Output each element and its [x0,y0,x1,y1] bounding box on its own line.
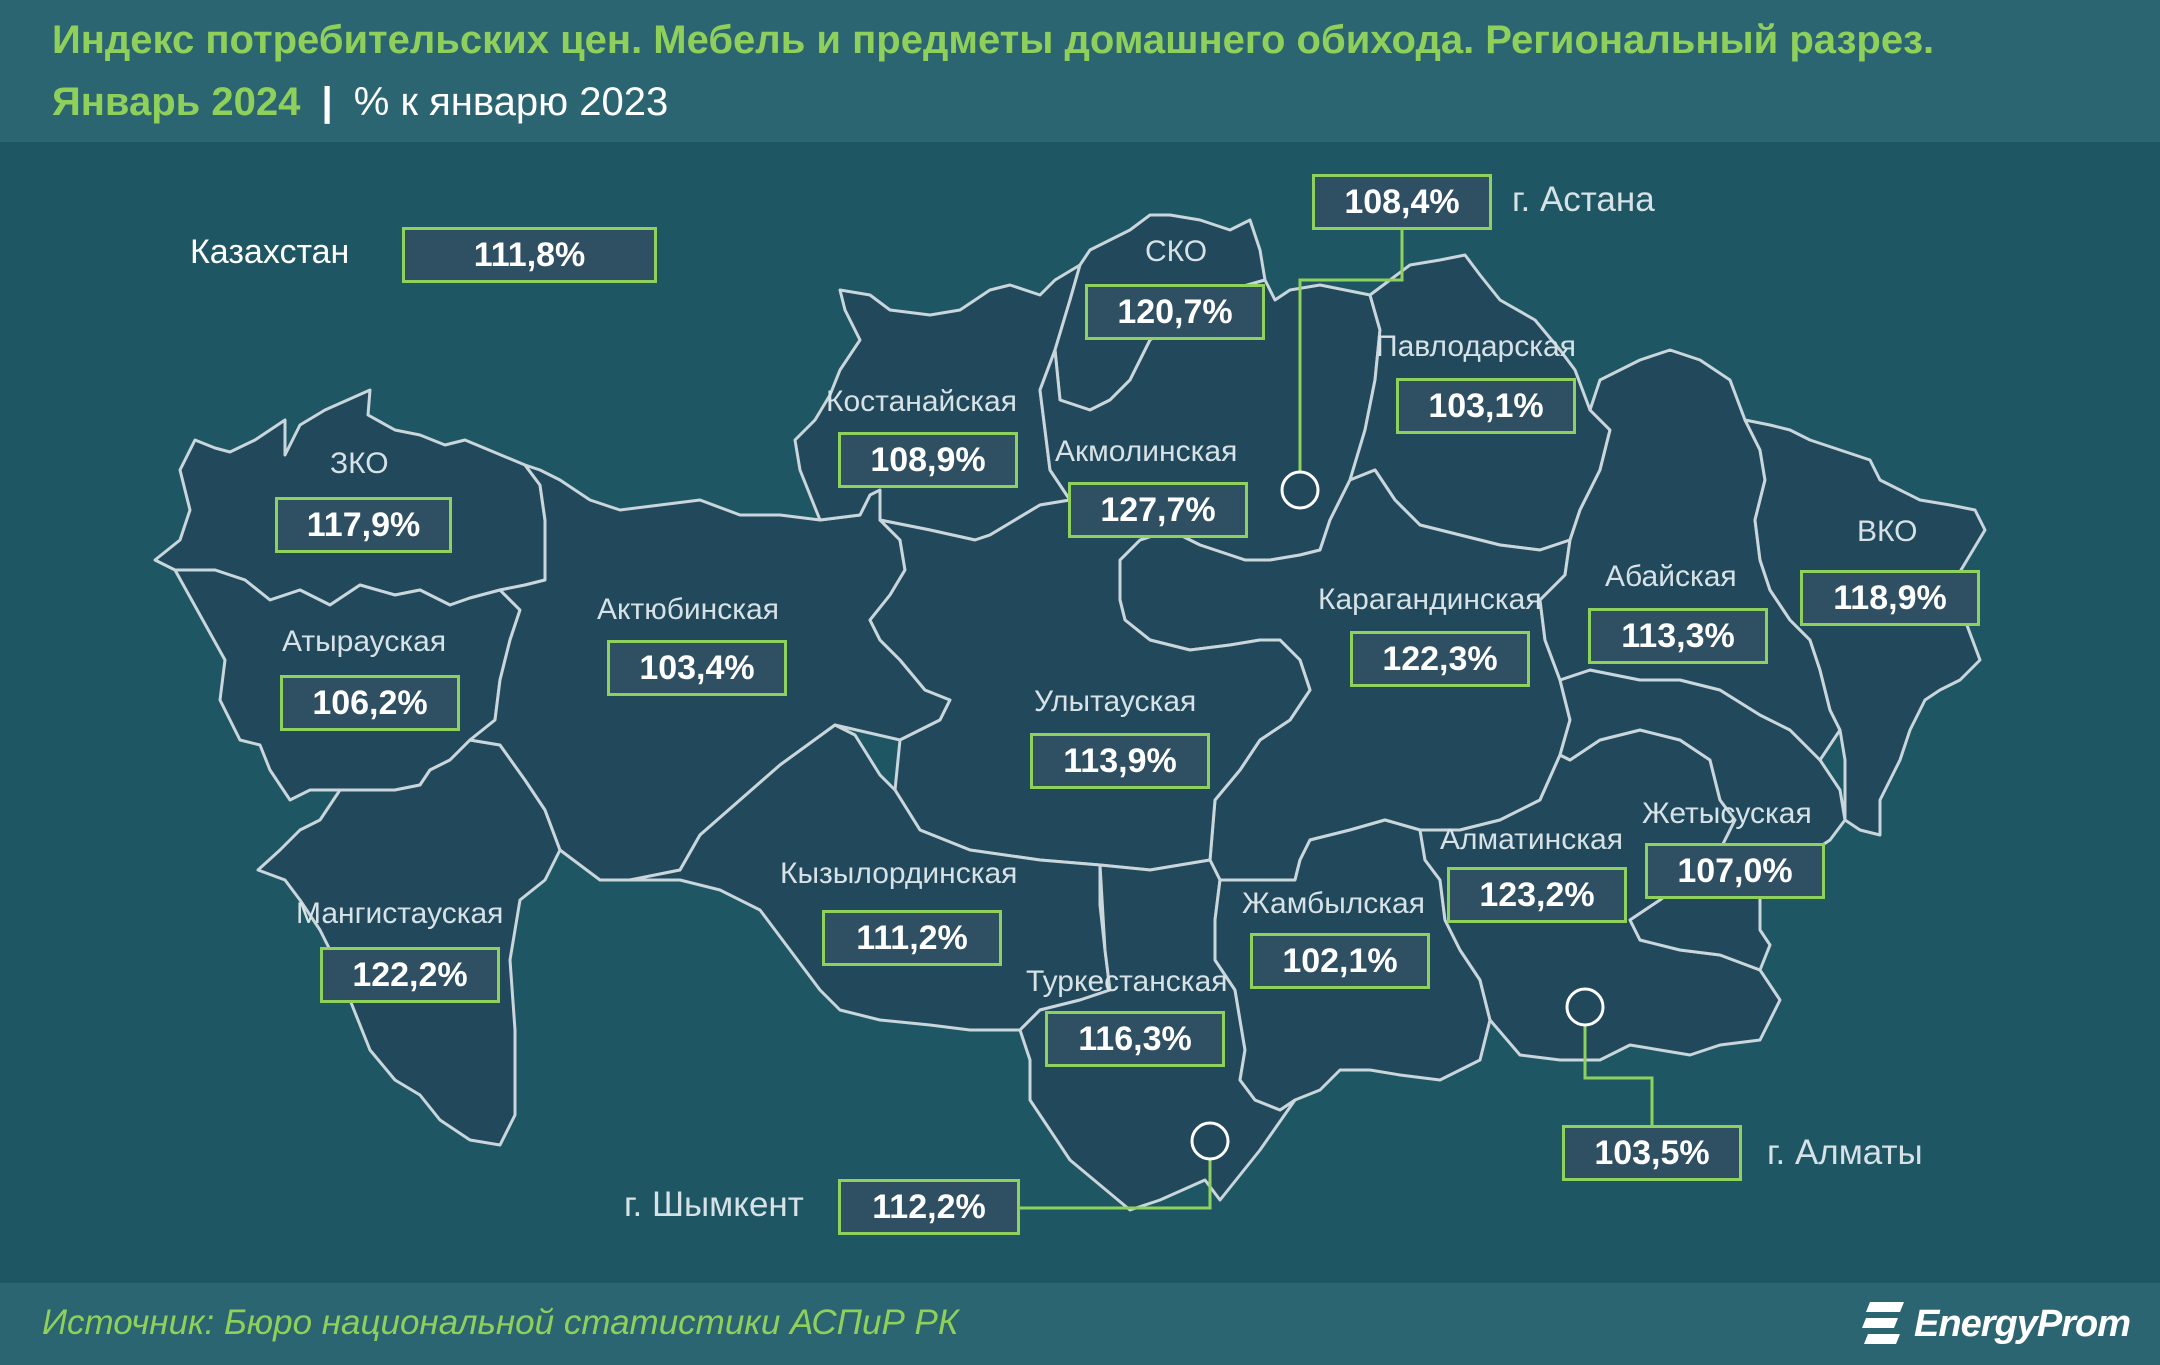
shymkent-marker [1190,1121,1230,1161]
period-label: Январь 2024 [52,80,301,124]
connector-almaty [1583,1026,1654,1133]
region-value-akmola: 127,7% [1068,482,1248,538]
region-value-mangystau: 122,2% [320,947,500,1003]
region-value-almaty-reg: 123,2% [1447,867,1627,923]
region-value-zko: 117,9% [275,497,452,553]
region-value-zhambyl: 102,1% [1250,933,1430,989]
country-value: 111,8% [402,227,657,283]
region-label-kostanay: Костанайская [826,385,1017,418]
region-value-abai: 113,3% [1588,608,1768,664]
country-name: Казахстан [190,233,350,271]
region-label-abai: Абайская [1605,560,1737,593]
city-value-almaty: 103,5% [1562,1125,1742,1181]
city-value-shymkent: 112,2% [838,1179,1020,1235]
region-value-karaganda: 122,3% [1350,631,1530,687]
region-value-atyrau: 106,2% [280,675,460,731]
region-label-mangystau: Мангистауская [296,897,504,930]
astana-marker [1280,470,1320,510]
city-label-astana: г. Астана [1512,180,1655,219]
city-label-almaty: г. Алматы [1767,1133,1923,1172]
energyprom-logo: EnergyProm [1860,1291,2131,1357]
region-label-pavlodar: Павлодарская [1376,330,1576,363]
chart-subtitle: Январь 2024 | % к январю 2023 [52,80,668,125]
region-label-sko: СКО [1145,235,1208,268]
almaty-marker [1565,987,1605,1027]
region-label-atyrau: Атырауская [282,625,447,658]
region-value-turkestan: 116,3% [1045,1011,1225,1067]
region-label-ulytau: Улытауская [1034,685,1197,718]
region-value-aktobe: 103,4% [607,640,787,696]
region-label-zko: ЗКО [330,447,389,480]
subtitle-separator: | [321,80,333,124]
source-note: Источник: Бюро национальной статистики А… [42,1303,959,1342]
region-label-aktobe: Актюбинская [597,593,779,626]
region-label-almaty-reg: Алматинская [1440,823,1623,856]
region-label-turkestan: Туркестанская [1026,965,1228,998]
region-label-vko: ВКО [1857,515,1918,548]
region-label-zhambyl: Жамбылская [1242,887,1425,920]
region-value-pavlodar: 103,1% [1396,378,1576,434]
region-vko [1743,418,1987,837]
region-value-zhetysu: 107,0% [1645,843,1825,899]
region-value-kyzylorda: 111,2% [822,910,1002,966]
region-value-ulytau: 113,9% [1030,733,1210,789]
unit-label: % к январю 2023 [353,80,669,124]
city-value-astana: 108,4% [1312,174,1492,230]
connector-astana [1298,229,1404,472]
region-value-vko: 118,9% [1800,570,1980,626]
logo-text: EnergyProm [1914,1302,2131,1345]
region-value-kostanay: 108,9% [838,432,1018,488]
header: Индекс потребительских цен. Мебель и пре… [0,0,2160,142]
region-label-karaganda: Карагандинская [1318,583,1542,616]
city-label-shymkent: г. Шымкент [624,1185,804,1224]
region-label-zhetysu: Жетысуская [1642,797,1812,830]
region-value-sko: 120,7% [1085,284,1265,340]
chart-title: Индекс потребительских цен. Мебель и пре… [52,18,1935,62]
footer: Источник: Бюро национальной статистики А… [0,1283,2160,1365]
connector-shymkent [1020,1160,1212,1210]
energyprom-logo-icon [1862,1302,1905,1344]
region-label-kyzylorda: Кызылординская [780,857,1018,890]
region-label-akmola: Акмолинская [1055,435,1238,468]
